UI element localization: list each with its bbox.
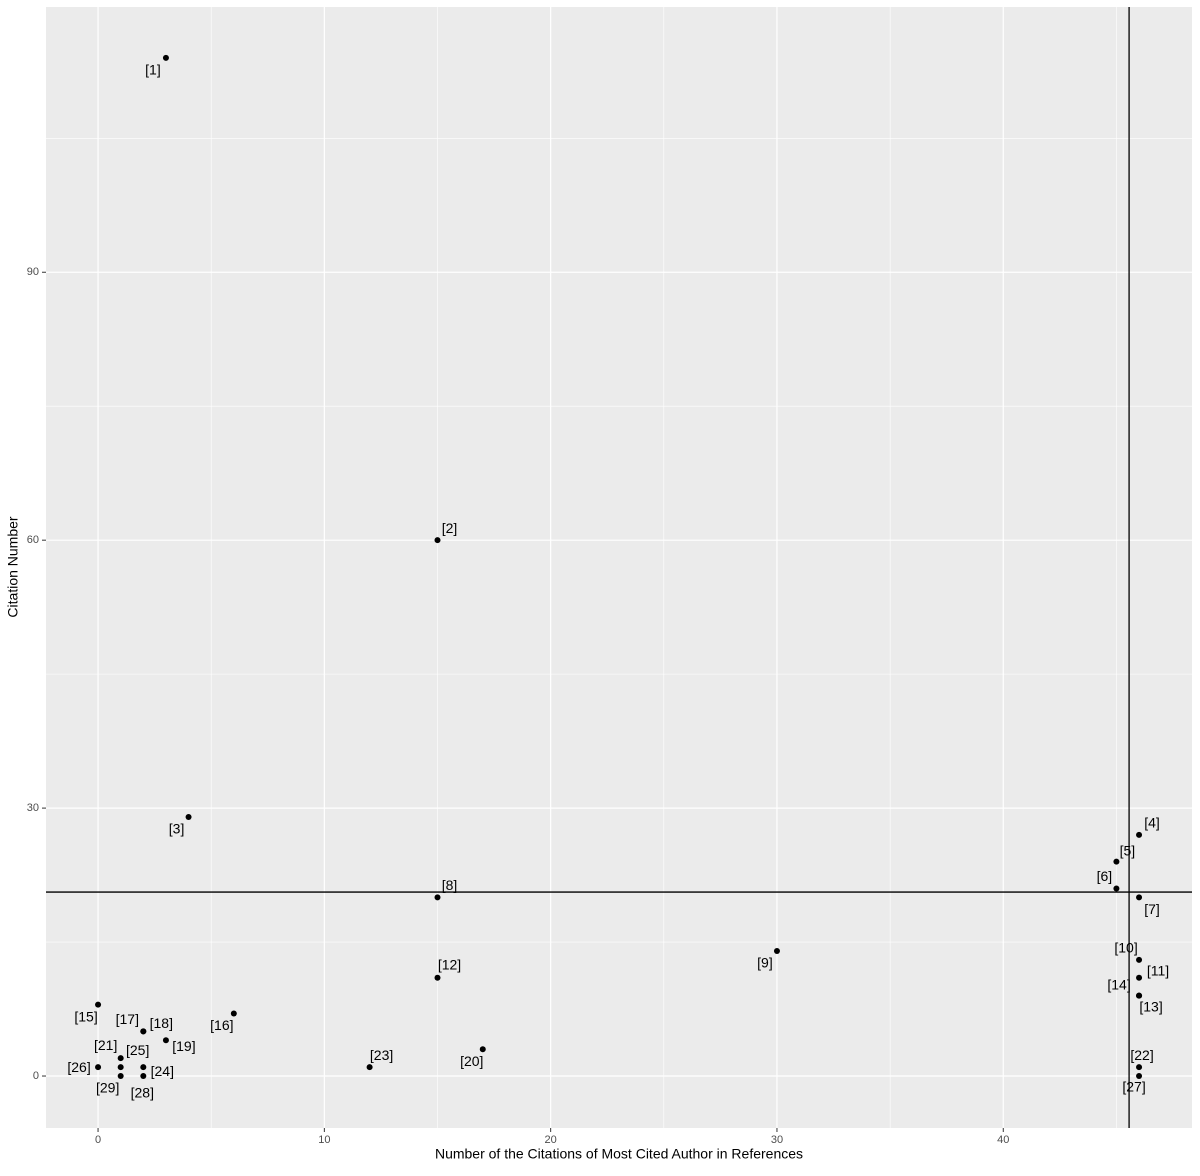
point — [479, 1046, 486, 1053]
point — [434, 537, 441, 544]
point-label: [2] — [442, 520, 458, 536]
point-label: [6] — [1097, 868, 1113, 884]
x-tick-label: 40 — [997, 1134, 1009, 1146]
point-label: [10] — [1114, 940, 1137, 956]
point — [773, 947, 780, 954]
point — [1136, 831, 1143, 838]
point-label: [29] — [96, 1080, 119, 1096]
point-label: [13] — [1139, 998, 1162, 1014]
point-label: [22] — [1130, 1047, 1153, 1063]
x-tick-label: 20 — [545, 1134, 557, 1146]
point — [1136, 1073, 1143, 1080]
point-label: [1] — [145, 62, 161, 78]
x-tick-label: 0 — [95, 1134, 101, 1146]
point-label: [5] — [1120, 842, 1136, 858]
point — [95, 1064, 102, 1071]
point — [1136, 1064, 1143, 1071]
point — [185, 814, 192, 821]
point — [1136, 956, 1143, 963]
point-label: [27] — [1122, 1079, 1145, 1095]
point-label: [25] — [126, 1042, 149, 1058]
point-label: [19] — [172, 1038, 195, 1054]
point — [1136, 992, 1143, 999]
panel — [46, 7, 1192, 1128]
point — [140, 1028, 147, 1035]
x-axis-title: Number of the Citations of Most Cited Au… — [435, 1146, 803, 1162]
point-label: [3] — [169, 821, 185, 837]
y-axis-title: Citation Number — [5, 516, 21, 617]
point — [95, 1001, 102, 1008]
point-label: [7] — [1144, 901, 1160, 917]
point — [434, 894, 441, 901]
point — [162, 1037, 169, 1044]
point-label: [18] — [150, 1015, 173, 1031]
point-label: [11] — [1147, 962, 1169, 978]
x-tick-label: 30 — [771, 1134, 783, 1146]
point — [117, 1064, 124, 1071]
point-label: [15] — [74, 1008, 97, 1024]
point-label: [14] — [1107, 976, 1130, 992]
point-label: [28] — [131, 1085, 154, 1101]
point-label: [24] — [151, 1063, 174, 1079]
point — [1113, 858, 1120, 865]
point — [162, 54, 169, 61]
point — [140, 1064, 147, 1071]
point — [1136, 974, 1143, 981]
point-label: [8] — [442, 877, 458, 893]
point — [140, 1073, 147, 1080]
point-label: [12] — [438, 956, 461, 972]
point — [1113, 885, 1120, 892]
y-tick-label: 30 — [27, 802, 39, 814]
point-label: [17] — [116, 1011, 139, 1027]
y-tick-label: 0 — [33, 1070, 39, 1082]
point — [366, 1064, 373, 1071]
point — [230, 1010, 237, 1017]
point-label: [23] — [370, 1047, 393, 1063]
point-label: [26] — [67, 1059, 90, 1075]
point-label: [9] — [757, 955, 773, 971]
point-label: [16] — [210, 1017, 233, 1033]
point — [434, 974, 441, 981]
x-tick-label: 10 — [318, 1134, 330, 1146]
point-label: [20] — [460, 1053, 483, 1069]
point — [117, 1073, 124, 1080]
point-label: [4] — [1144, 815, 1160, 831]
point-label: [21] — [94, 1037, 117, 1053]
point — [117, 1055, 124, 1062]
y-tick-label: 60 — [27, 534, 39, 546]
y-tick-label: 90 — [27, 266, 39, 278]
point — [1136, 894, 1143, 901]
